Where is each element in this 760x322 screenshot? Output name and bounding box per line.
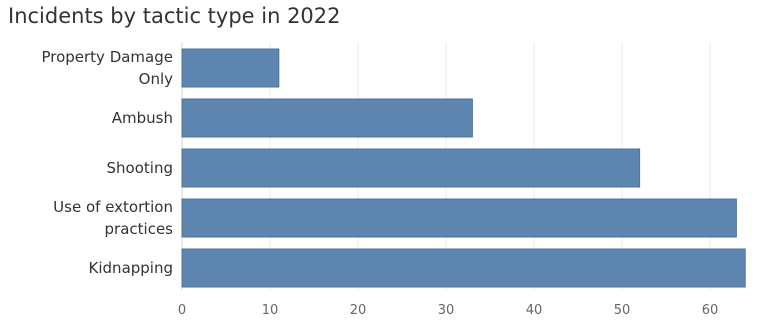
- chart-title: Incidents by tactic type in 2022: [8, 4, 341, 28]
- x-tick-label: 10: [262, 303, 279, 318]
- category-label: Ambush: [112, 109, 173, 127]
- category-label: Property Damage: [41, 48, 173, 66]
- bar[interactable]: [181, 98, 473, 138]
- x-tick-label: 0: [178, 303, 186, 318]
- bar[interactable]: [181, 148, 641, 188]
- x-tick-label: 60: [702, 303, 719, 318]
- category-label: Only: [139, 70, 173, 88]
- x-tick-label: 20: [350, 303, 367, 318]
- category-label: Use of extortion: [53, 198, 173, 216]
- x-tick-label: 40: [526, 303, 543, 318]
- x-tick-label: 50: [614, 303, 631, 318]
- bar[interactable]: [181, 248, 746, 288]
- bars: [181, 48, 746, 288]
- category-label: practices: [105, 220, 174, 238]
- bar[interactable]: [181, 48, 280, 88]
- category-labels: Property Damage Only Ambush Shooting Use of …: [41, 48, 173, 277]
- category-label: Shooting: [107, 159, 173, 177]
- category-label: Kidnapping: [89, 259, 173, 277]
- bar[interactable]: [181, 198, 737, 238]
- x-tick-labels: 0 10 20 30 40 50 60: [178, 303, 718, 318]
- x-tick-label: 30: [438, 303, 455, 318]
